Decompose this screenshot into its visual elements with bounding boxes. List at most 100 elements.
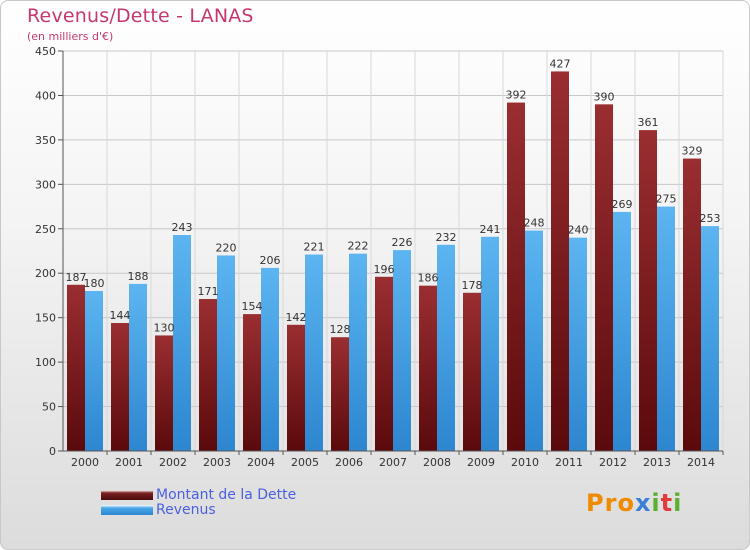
revenus-bar-2009 — [481, 236, 499, 451]
revenus-value-label-2014: 253 — [700, 212, 721, 225]
logo-letter: i — [673, 489, 683, 517]
legend-label-revenus: Revenus — [156, 502, 216, 518]
chart-subtitle: (en milliers d'€) — [27, 30, 114, 43]
x-tick-label-2003: 2003 — [203, 456, 231, 469]
proxiti-logo: Proxiti — [586, 489, 682, 517]
revenus-bar-2000 — [85, 291, 103, 451]
y-tick-label: 450 — [35, 45, 56, 58]
debt-value-label-2010: 392 — [506, 89, 527, 102]
debt-value-label-2013: 361 — [638, 116, 659, 129]
x-tick-label-2007: 2007 — [379, 456, 407, 469]
debt-bar-2003 — [199, 299, 217, 451]
debt-value-label-2009: 178 — [462, 279, 483, 292]
debt-bar-2009 — [463, 292, 481, 451]
debt-bar-2008 — [419, 285, 437, 451]
y-tick-label: 0 — [49, 445, 56, 458]
y-tick-label: 400 — [35, 89, 56, 102]
x-tick-label-2012: 2012 — [599, 456, 627, 469]
y-tick-label: 350 — [35, 134, 56, 147]
debt-value-label-2014: 329 — [682, 145, 703, 158]
x-tick-label-2002: 2002 — [159, 456, 187, 469]
revenus-value-label-2004: 206 — [260, 254, 281, 267]
logo-letter: r — [604, 489, 618, 517]
debt-bar-2013 — [639, 130, 657, 451]
debt-bar-2000 — [67, 284, 85, 451]
logo-letter: x — [634, 489, 652, 517]
legend-swatch-revenus — [101, 505, 153, 515]
debt-bar-2007 — [375, 276, 393, 451]
x-tick-label-2000: 2000 — [71, 456, 99, 469]
revenus-value-label-2003: 220 — [216, 241, 237, 254]
debt-value-label-2001: 144 — [110, 309, 131, 322]
revenus-bar-2004 — [261, 267, 279, 451]
chart-title: Revenus/Dette - LANAS — [27, 5, 254, 27]
revenus-value-label-2010: 248 — [524, 217, 545, 230]
debt-bar-2012 — [595, 104, 613, 451]
y-tick-label: 50 — [42, 401, 56, 414]
debt-bar-2005 — [287, 324, 305, 451]
revenus-value-label-2012: 269 — [612, 198, 633, 211]
debt-bar-2014 — [683, 158, 701, 452]
revenus-bar-2008 — [437, 244, 455, 451]
x-tick-label-2004: 2004 — [247, 456, 275, 469]
debt-value-label-2008: 186 — [418, 272, 439, 285]
x-tick-label-2005: 2005 — [291, 456, 319, 469]
x-tick-label-2001: 2001 — [115, 456, 143, 469]
revenus-value-label-2008: 232 — [436, 231, 457, 244]
debt-bar-2001 — [111, 323, 129, 451]
revenus-value-label-2002: 243 — [172, 221, 193, 234]
y-tick-label: 300 — [35, 178, 56, 191]
debt-bar-2010 — [507, 102, 525, 452]
debt-value-label-2006: 128 — [330, 323, 351, 336]
debt-value-label-2007: 196 — [374, 263, 395, 276]
legend-swatch-debt — [101, 490, 153, 500]
revenus-bar-2007 — [393, 250, 411, 451]
logo-letter: o — [617, 489, 635, 517]
bar-layer — [67, 71, 719, 452]
legend-label-debt: Montant de la Dette — [156, 487, 297, 503]
revenus-value-label-2005: 221 — [304, 241, 325, 254]
revenus-value-label-2006: 222 — [348, 240, 369, 253]
debt-bar-2006 — [331, 337, 349, 451]
x-tick-label-2010: 2010 — [511, 456, 539, 469]
debt-value-label-2005: 142 — [286, 311, 307, 324]
revenus-bar-2001 — [129, 283, 147, 451]
revenus-bar-2013 — [657, 206, 675, 451]
revenus-value-label-2013: 275 — [656, 193, 677, 206]
y-tick-label: 200 — [35, 267, 56, 280]
axis-layer: 0 50 100 150 200 250 300 350 400 450 2000 2001 2002 2… — [35, 45, 724, 469]
revenus-value-label-2009: 241 — [480, 223, 501, 236]
x-tick-label-2014: 2014 — [687, 456, 715, 469]
x-tick-label-2006: 2006 — [335, 456, 363, 469]
debt-value-label-2000: 187 — [66, 271, 87, 284]
revenus-bar-2014 — [701, 226, 719, 451]
logo-letter: i — [651, 489, 661, 517]
revenus-value-label-2007: 226 — [392, 236, 413, 249]
debt-value-label-2004: 154 — [242, 300, 263, 313]
x-tick-label-2013: 2013 — [643, 456, 671, 469]
debt-bar-2011 — [551, 71, 569, 451]
x-tick-label-2009: 2009 — [467, 456, 495, 469]
debt-value-label-2002: 130 — [154, 321, 175, 334]
revenus-bar-2006 — [349, 253, 367, 451]
revenus-value-label-2001: 188 — [128, 270, 149, 283]
revenus-bar-2003 — [217, 255, 235, 451]
revenus-bar-2002 — [173, 235, 191, 451]
y-tick-label: 150 — [35, 312, 56, 325]
y-tick-label: 250 — [35, 223, 56, 236]
debt-bar-2002 — [155, 335, 173, 451]
revenus-bar-2012 — [613, 211, 631, 451]
y-tick-label: 100 — [35, 356, 56, 369]
x-tick-label-2008: 2008 — [423, 456, 451, 469]
debt-value-label-2003: 171 — [198, 285, 219, 298]
revenus-bar-2010 — [525, 230, 543, 451]
logo-letter: t — [660, 489, 674, 517]
x-tick-label-2011: 2011 — [555, 456, 583, 469]
revenus-value-label-2000: 180 — [84, 277, 105, 290]
revenus-value-label-2011: 240 — [568, 224, 589, 237]
revenus-bar-2011 — [569, 237, 587, 451]
revenus-bar-2005 — [305, 254, 323, 451]
